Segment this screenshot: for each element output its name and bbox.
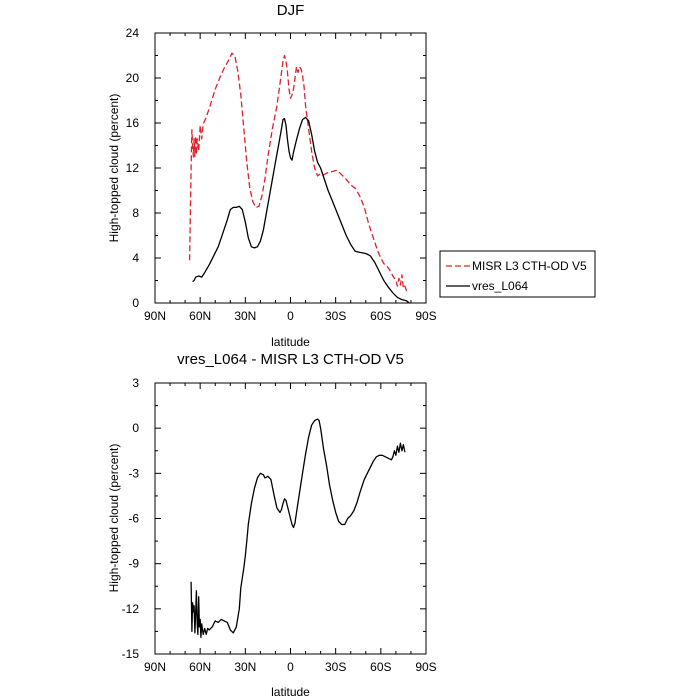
top-x-axis-label: latitude (271, 335, 310, 349)
bottom-series-line-0 (190, 418, 406, 639)
top-x-tick-label: 90S (415, 309, 436, 323)
legend-label-vres: vres_L064 (472, 279, 528, 293)
bottom-y-axis-label: High-topped cloud (percent) (107, 444, 121, 593)
bottom-y-tick-label: 0 (132, 421, 139, 435)
top-y-tick-label: 16 (126, 116, 140, 130)
top-y-tick-label: 0 (132, 296, 139, 310)
legend: MISR L3 CTH-OD V5 vres_L064 (439, 250, 596, 298)
top-y-axis-label: High-topped cloud (percent) (107, 94, 121, 243)
top-series-line-1 (192, 116, 410, 304)
bottom-x-tick-label: 60S (370, 660, 391, 674)
bottom-x-tick-label: 90N (144, 660, 166, 674)
bottom-x-tick-label: 90S (415, 660, 436, 674)
top-x-tick-label: 60S (370, 309, 391, 323)
top-y-tick-label: 24 (126, 26, 140, 40)
top-y-tick-label: 20 (126, 71, 140, 85)
top-y-tick-label: 8 (132, 206, 139, 220)
bottom-x-axis-label: latitude (271, 685, 310, 699)
bottom-x-tick-label: 30N (234, 660, 256, 674)
top-series-line-0 (188, 52, 409, 292)
bottom-plot-frame (154, 382, 427, 655)
panel-top-chart: DJF 90N 60N 30N 0 30S 60S 90S 0 4 8 12 16 20 24 latit… (107, 2, 596, 349)
top-x-tick-label: 0 (287, 309, 294, 323)
top-plot-frame (154, 32, 427, 304)
bottom-y-tick-label: 3 (132, 376, 139, 390)
bottom-y-tick-label: -6 (128, 512, 139, 526)
top-chart-title: DJF (277, 2, 305, 19)
bottom-y-tick-label: -15 (122, 647, 140, 661)
top-x-tick-label: 30N (234, 309, 256, 323)
bottom-y-tick-label: -9 (128, 557, 139, 571)
top-y-tick-label: 4 (132, 251, 139, 265)
bottom-x-tick-label: 60N (189, 660, 211, 674)
bottom-chart-title: vres_L064 - MISR L3 CTH-OD V5 (177, 351, 404, 368)
top-x-tick-label: 90N (144, 309, 166, 323)
top-y-tick-label: 12 (126, 161, 140, 175)
bottom-x-tick-label: 30S (325, 660, 346, 674)
panel-bottom-chart: vres_L064 - MISR L3 CTH-OD V5 90N 60N 30N 0… (107, 351, 437, 699)
bottom-x-tick-label: 0 (287, 660, 294, 674)
legend-label-misr: MISR L3 CTH-OD V5 (472, 259, 587, 273)
bottom-y-tick-label: -12 (122, 602, 140, 616)
top-x-tick-label: 30S (325, 309, 346, 323)
bottom-y-tick-label: -3 (128, 466, 139, 480)
legend-box (439, 250, 596, 298)
top-x-tick-label: 60N (189, 309, 211, 323)
